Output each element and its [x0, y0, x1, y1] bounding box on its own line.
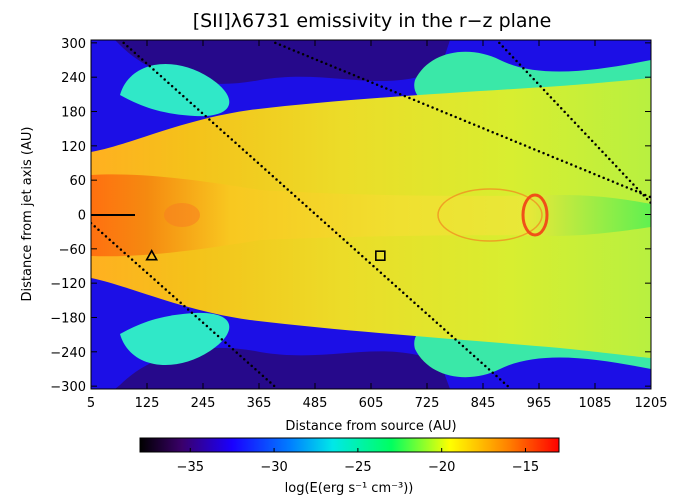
bow-shock-1	[437, 188, 543, 242]
y-tick-label: 240	[61, 71, 86, 86]
dark-region-bottom	[115, 347, 450, 389]
chart-title: [SII]λ6731 emissivity in the r−z plane	[193, 10, 552, 32]
x-tick-label: 725	[415, 396, 440, 411]
y-axis-ticks: −300 −240 −180 −120 −60 0 60 120 180 240 300	[50, 37, 651, 395]
y-tick-label: −120	[50, 277, 86, 292]
x-axis-ticks: 5 125 245 365 485 605 725 845 965 1085 1205	[87, 40, 668, 411]
colorbar-tick-label: −15	[512, 460, 539, 475]
y-tick-label: −60	[59, 243, 86, 258]
y-tick-label: −180	[50, 311, 86, 326]
x-tick-label: 605	[359, 396, 384, 411]
triangle-marker	[145, 249, 159, 261]
colorbar-tick-label: −20	[428, 460, 455, 475]
cocoon-top-left	[120, 63, 230, 117]
x-tick-label: 845	[471, 396, 496, 411]
dotted-lines	[91, 41, 651, 389]
y-tick-label: −240	[50, 346, 86, 361]
y-tick-label: 120	[61, 140, 86, 155]
colorbar-tick-label: −30	[260, 460, 287, 475]
bow-shock-2	[521, 193, 549, 237]
y-tick-label: 60	[69, 174, 86, 189]
x-axis-label: Distance from source (AU)	[285, 419, 456, 434]
x-tick-label: 125	[135, 396, 160, 411]
colorbar-tick-label: −35	[177, 460, 204, 475]
y-tick-label: 300	[61, 37, 86, 52]
x-tick-label: 965	[527, 396, 552, 411]
x-tick-label: 485	[303, 396, 328, 411]
emissivity-map	[91, 40, 651, 389]
x-tick-label: 1205	[634, 396, 667, 411]
x-tick-label: 5	[87, 396, 95, 411]
dotted-line	[91, 221, 279, 389]
y-axis-label: Distance from jet axis (AU)	[20, 127, 35, 302]
x-tick-label: 365	[247, 396, 272, 411]
cocoon-bottom-left	[120, 312, 230, 366]
y-tick-label: −300	[50, 380, 86, 395]
colorbar-ticks: −35 −30 −25 −20 −15	[177, 448, 539, 475]
dotted-line	[122, 41, 513, 389]
knot	[164, 203, 200, 227]
x-tick-label: 1085	[578, 396, 611, 411]
colorbar	[139, 437, 560, 453]
markers	[145, 249, 386, 261]
square-marker	[375, 250, 386, 261]
x-tick-label: 245	[191, 396, 216, 411]
y-tick-label: 180	[61, 106, 86, 121]
y-tick-label: 0	[78, 209, 86, 224]
colorbar-tick-label: −25	[344, 460, 371, 475]
jet-core	[91, 174, 651, 257]
colorbar-label: log(E(erg s⁻¹ cm⁻³))	[285, 481, 414, 496]
dotted-line	[498, 41, 651, 205]
